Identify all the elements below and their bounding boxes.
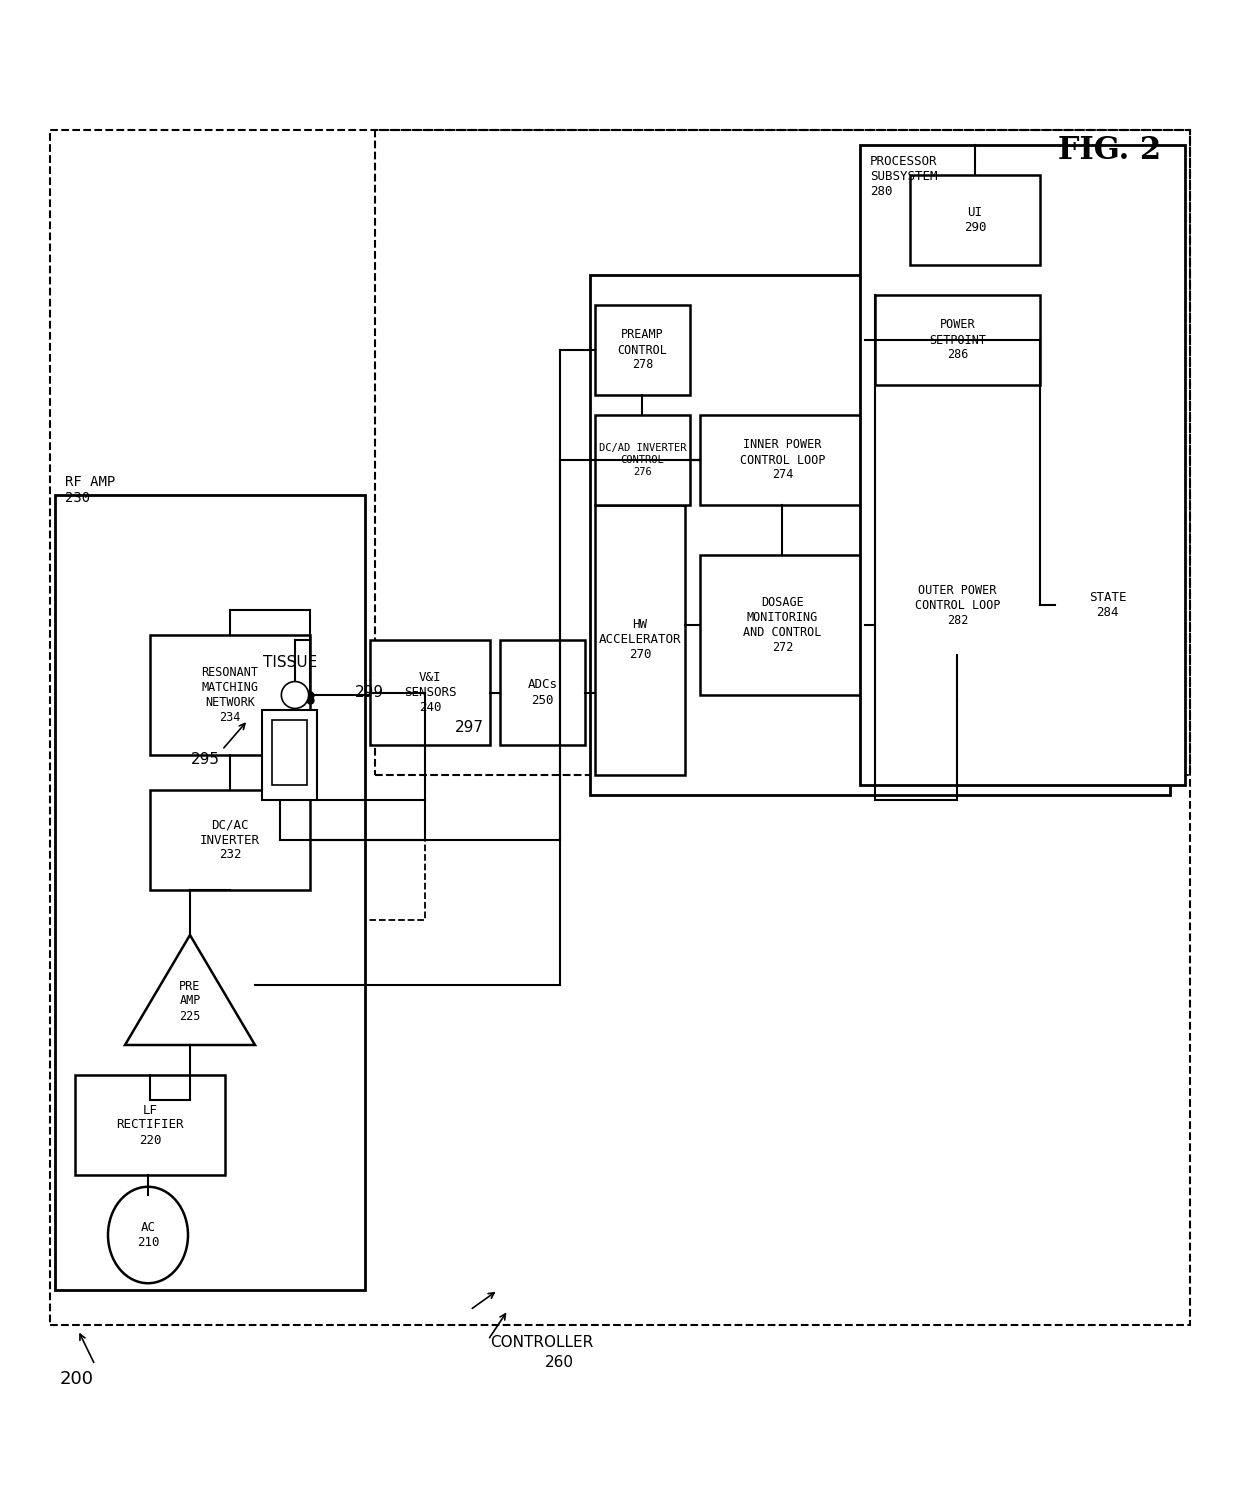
Bar (590, 275, 1171, 795)
Text: LF
RECTIFIER
220: LF RECTIFIER 220 (117, 1103, 184, 1147)
Text: UI
290: UI 290 (963, 206, 986, 235)
Text: DC/AD INVERTER
CONTROL
276: DC/AD INVERTER CONTROL 276 (599, 444, 686, 477)
Bar (272, 721, 308, 785)
Text: DOSAGE
MONITORING
AND CONTROL
272: DOSAGE MONITORING AND CONTROL 272 (743, 597, 822, 653)
Text: 200: 200 (60, 1369, 94, 1387)
Text: HW
ACCELERATOR
270: HW ACCELERATOR 270 (599, 619, 681, 661)
Text: RESONANT
MATCHING
NETWORK
234: RESONANT MATCHING NETWORK 234 (201, 665, 258, 724)
Text: AC
210: AC 210 (136, 1221, 159, 1248)
Bar (50, 130, 1190, 1325)
Bar (875, 295, 1040, 386)
Text: PRE
AMP
225: PRE AMP 225 (180, 979, 201, 1023)
Text: RF AMP
230: RF AMP 230 (64, 475, 115, 505)
Bar (370, 640, 490, 745)
Text: 260: 260 (546, 1354, 574, 1369)
Bar (74, 1075, 224, 1175)
Text: POWER
SETPOINT
286: POWER SETPOINT 286 (929, 318, 986, 362)
Text: INNER POWER
CONTROL LOOP
274: INNER POWER CONTROL LOOP 274 (740, 438, 826, 481)
Text: CONTROLLER: CONTROLLER (490, 1335, 593, 1350)
Bar (875, 555, 1040, 655)
Text: TISSUE: TISSUE (263, 655, 317, 670)
Text: 295: 295 (191, 752, 219, 767)
Text: STATE
284: STATE 284 (1089, 591, 1126, 619)
Bar (246, 680, 425, 919)
Ellipse shape (281, 682, 309, 709)
Bar (701, 555, 866, 695)
Text: PREAMP
CONTROL
278: PREAMP CONTROL 278 (618, 329, 667, 371)
Text: ADCs
250: ADCs 250 (527, 679, 558, 707)
Bar (262, 710, 317, 800)
Bar (595, 505, 684, 774)
Text: V&I
SENSORS
240: V&I SENSORS 240 (404, 671, 456, 715)
Bar (595, 305, 689, 395)
Text: PROCESSOR
SUBSYSTEM
280: PROCESSOR SUBSYSTEM 280 (870, 155, 937, 197)
Bar (55, 495, 365, 1290)
Bar (910, 175, 1040, 265)
Text: 297: 297 (455, 721, 484, 736)
Bar (701, 416, 866, 505)
Bar (595, 416, 689, 505)
Text: FIG. 2: FIG. 2 (1059, 135, 1162, 166)
Bar (1055, 555, 1159, 655)
Bar (150, 789, 310, 890)
Text: 299: 299 (355, 685, 384, 700)
Bar (500, 640, 585, 745)
Bar (374, 130, 1190, 774)
Bar (150, 635, 310, 755)
Text: OUTER POWER
CONTROL LOOP
282: OUTER POWER CONTROL LOOP 282 (915, 583, 1001, 626)
Bar (861, 145, 1185, 785)
Text: DC/AC
INVERTER
232: DC/AC INVERTER 232 (200, 818, 260, 861)
